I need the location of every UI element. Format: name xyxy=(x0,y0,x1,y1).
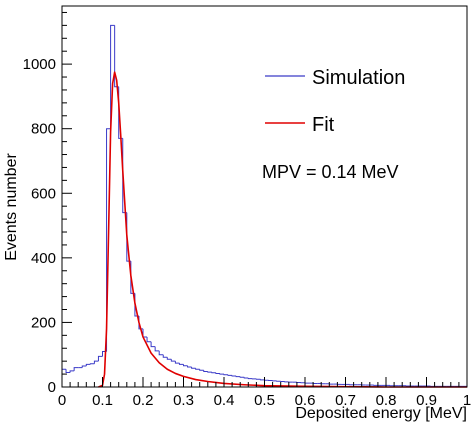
histogram-bin xyxy=(146,336,152,343)
histogram-bin xyxy=(195,368,200,370)
legend: Simulation Fit xyxy=(265,67,405,136)
histogram-bin xyxy=(162,354,168,358)
y-tick-label: 1000 xyxy=(23,56,56,73)
histogram-bin xyxy=(231,375,237,377)
histogram-bin xyxy=(219,373,224,375)
x-tick-label: 0.1 xyxy=(92,392,113,409)
y-tick-label: 200 xyxy=(31,314,56,331)
x-tick-label: 0 xyxy=(58,392,66,409)
plot-area xyxy=(61,24,467,388)
histogram-bin xyxy=(93,360,99,364)
histogram-bin xyxy=(61,368,67,387)
histogram-bin xyxy=(154,346,160,352)
histogram-bin xyxy=(183,364,188,367)
histogram-bin xyxy=(247,377,253,380)
histogram-bin xyxy=(150,341,156,348)
x-tick-label: 0.6 xyxy=(295,392,316,409)
histogram-bin xyxy=(227,374,233,376)
histogram-bin xyxy=(174,361,180,364)
histogram-bin xyxy=(158,350,164,356)
histogram-bin xyxy=(239,376,245,378)
histogram-bin xyxy=(81,365,87,368)
legend-simulation-label: Simulation xyxy=(312,67,405,89)
axes: 0 0.1 0.2 0.3 0.4 0.5 0.6 0.7 0.8 0.9 1 0 200 400 600 8… xyxy=(23,5,471,409)
x-tick-label: 0.5 xyxy=(254,392,275,409)
histogram-bin xyxy=(110,24,115,129)
histogram-bin xyxy=(203,370,208,372)
histogram-bin xyxy=(166,357,172,360)
histogram-bin xyxy=(97,355,103,362)
x-tick-label: 0.9 xyxy=(416,392,437,409)
histogram-bin xyxy=(73,367,79,371)
histogram-bin xyxy=(89,363,95,365)
histogram-bin xyxy=(170,359,176,362)
histogram-bin xyxy=(199,369,204,371)
histogram-bin xyxy=(223,374,229,376)
histogram-bin xyxy=(191,366,196,369)
histogram-bin xyxy=(69,370,75,373)
histogram-bin xyxy=(235,376,241,378)
mpv-annotation: MPV = 0.14 MeV xyxy=(262,162,399,182)
x-axis-label: Deposited energy [MeV] xyxy=(295,405,467,422)
histogram-bin xyxy=(142,328,148,338)
x-tick-label: 0.7 xyxy=(335,392,356,409)
y-tick-label: 400 xyxy=(31,250,56,267)
y-tick-label: 0 xyxy=(48,379,56,396)
histogram-bin xyxy=(259,379,265,381)
histogram-bin xyxy=(65,369,71,373)
x-tick-label: 0.2 xyxy=(133,392,154,409)
histogram-bin xyxy=(215,372,220,374)
histogram-bin xyxy=(207,371,212,373)
histogram-bin xyxy=(211,372,216,374)
x-tick-label: 1 xyxy=(463,392,471,409)
y-tick-label: 800 xyxy=(31,121,56,138)
x-tick-label: 0.3 xyxy=(173,392,194,409)
y-tick-label: 600 xyxy=(31,185,56,202)
histogram-bin xyxy=(178,363,184,365)
histogram-bin xyxy=(106,128,111,352)
y-axis-label: Events number xyxy=(3,153,20,261)
histogram-bin xyxy=(187,365,192,368)
x-tick-label: 0.8 xyxy=(376,392,397,409)
x-tick-label: 0.4 xyxy=(214,392,235,409)
fit-curve-line xyxy=(98,71,467,388)
legend-fit-label: Fit xyxy=(312,114,335,136)
histogram-bin xyxy=(85,363,91,367)
histogram-bin xyxy=(243,377,249,379)
